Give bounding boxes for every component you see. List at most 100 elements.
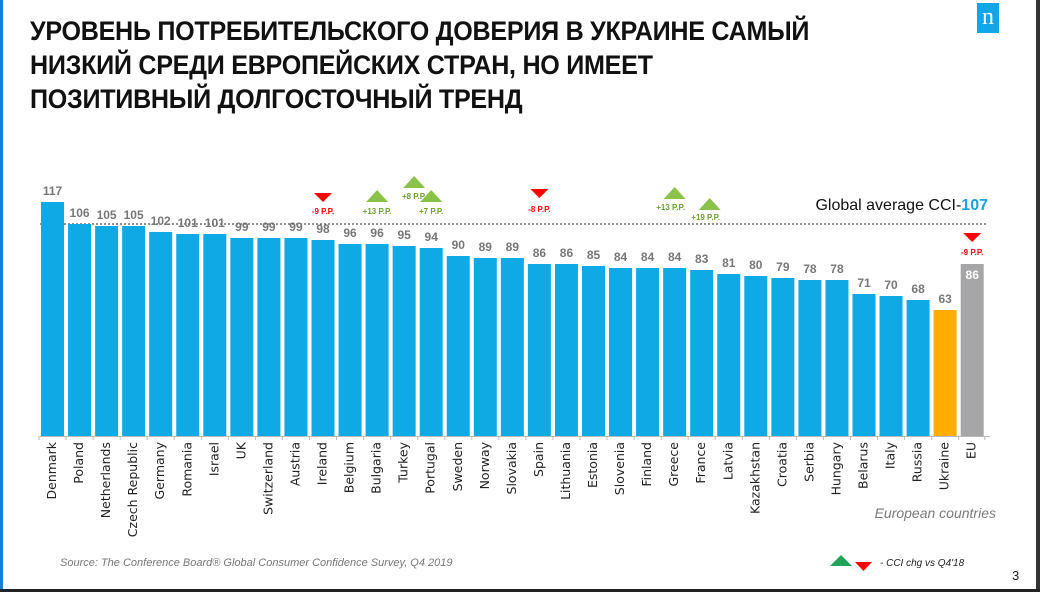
category-label: UK xyxy=(233,441,248,459)
bar-lithuania xyxy=(554,264,578,436)
bar-croatia xyxy=(771,278,795,436)
global-average-label: Global average CCI-107 xyxy=(815,197,988,214)
bar-uk xyxy=(230,238,254,436)
value-label: 98 xyxy=(316,222,330,236)
bar-sweden xyxy=(446,256,470,436)
value-label: 99 xyxy=(289,220,303,234)
bar-ireland xyxy=(311,240,335,436)
category-label: Germany xyxy=(152,441,167,499)
bar-romania xyxy=(176,234,200,436)
increase-triangle-icon xyxy=(698,198,721,210)
bar-austria xyxy=(284,238,308,436)
change-annotation: +8 P.P. xyxy=(402,192,426,201)
title-line-2: НИЗКИЙ СРЕДИ ЕВРОПЕЙСКИХ СТРАН, НО ИМЕЕТ xyxy=(30,50,653,80)
nielsen-logo-icon: n xyxy=(977,3,999,33)
value-label: 89 xyxy=(506,240,520,254)
bars-group: 117 106 105 105 102 101 101 99 99 99 98 96 96 95 94 90 8… xyxy=(41,184,984,436)
category-label: Romania xyxy=(179,442,194,497)
change-annotation: -8 P.P. xyxy=(528,205,550,214)
decrease-triangle-icon xyxy=(963,233,982,242)
value-label: 84 xyxy=(668,250,682,264)
legend-up-triangle-icon xyxy=(830,555,852,566)
category-label: Finland xyxy=(639,442,654,487)
value-label: 89 xyxy=(479,240,493,254)
increase-triangle-icon xyxy=(403,176,426,188)
category-label: Hungary xyxy=(828,441,843,495)
bar-finland xyxy=(636,268,660,436)
category-label: Norway xyxy=(477,441,492,489)
bar-bulgaria xyxy=(365,244,389,436)
value-label: 86 xyxy=(966,268,980,282)
right-frame-edge xyxy=(1036,0,1040,592)
value-label: 94 xyxy=(425,230,439,244)
change-annotation: -9 P.P. xyxy=(961,248,983,257)
bar-netherlands xyxy=(95,226,119,436)
title-line-1: УРОВЕНЬ ПОТРЕБИТЕЛЬСКОГО ДОВЕРИЯ В УКРАИ… xyxy=(30,16,810,46)
value-label: 95 xyxy=(397,228,411,242)
category-label: Poland xyxy=(71,442,86,484)
bar-czech-republic xyxy=(122,226,146,436)
value-label: 90 xyxy=(452,238,466,252)
value-label: 79 xyxy=(776,260,790,274)
change-annotation: +19 P.P. xyxy=(691,213,720,222)
bar-eu xyxy=(960,264,984,436)
bar-switzerland xyxy=(257,238,281,436)
value-label: 63 xyxy=(938,292,952,306)
bar-germany xyxy=(149,232,173,436)
category-label: Croatia xyxy=(774,442,789,487)
category-label: Belgium xyxy=(342,442,357,493)
bottom-frame-edge xyxy=(0,589,1040,592)
bar-estonia xyxy=(582,266,605,436)
category-label: Switzerland xyxy=(260,442,275,515)
slide-title: УРОВЕНЬ ПОТРЕБИТЕЛЬСКОГО ДОВЕРИЯ В УКРАИ… xyxy=(30,14,904,116)
category-label: Lithuania xyxy=(558,442,573,500)
category-label: Kazakhstan xyxy=(747,442,762,514)
global-average-value: 107 xyxy=(961,197,988,214)
bar-russia xyxy=(906,300,930,436)
bar-kazakhstan xyxy=(744,276,768,436)
bar-hungary xyxy=(825,280,849,436)
category-label: Greece xyxy=(666,442,681,487)
value-label: 86 xyxy=(560,246,574,260)
category-label: Latvia xyxy=(720,442,735,480)
bar-ukraine xyxy=(933,310,957,436)
category-label: Portugal xyxy=(423,442,438,494)
category-label: Denmark xyxy=(44,441,59,499)
bar-israel xyxy=(203,234,227,436)
bar-portugal xyxy=(419,248,443,436)
increase-triangle-icon xyxy=(420,190,443,202)
category-label: Israel xyxy=(206,442,221,476)
global-average-prefix: Global average CCI- xyxy=(815,197,961,214)
category-label: Sweden xyxy=(450,442,465,491)
change-annotation: +7 P.P. xyxy=(419,207,443,216)
value-label: 68 xyxy=(911,282,925,296)
category-label: Netherlands xyxy=(98,442,113,518)
value-label: 81 xyxy=(722,256,736,270)
increase-triangle-icon xyxy=(366,190,389,202)
value-label: 84 xyxy=(614,250,628,264)
bar-turkey xyxy=(392,246,416,436)
value-label: 86 xyxy=(533,246,547,260)
value-label: 70 xyxy=(884,278,898,292)
category-label: Turkey xyxy=(396,441,411,483)
value-label: 99 xyxy=(262,220,276,234)
value-label: 101 xyxy=(178,216,198,230)
bar-greece xyxy=(663,268,687,436)
annotations-group: -9 P.P. +13 P.P. +8 P.P. +7 P.P. -8 P.P. +13 … xyxy=(312,176,983,257)
category-label: Slovenia xyxy=(612,442,627,495)
category-label: Czech Republic xyxy=(125,442,140,537)
value-label: 99 xyxy=(235,220,249,234)
value-label: 101 xyxy=(205,216,225,230)
category-label: Ireland xyxy=(315,442,330,485)
value-label: 78 xyxy=(803,262,817,276)
value-label: 85 xyxy=(587,248,601,262)
bar-belarus xyxy=(852,294,876,436)
category-label: EU xyxy=(964,442,979,459)
source-note: Source: The Conference Board® Global Con… xyxy=(60,557,453,569)
value-label: 71 xyxy=(857,276,871,290)
category-label: Spain xyxy=(531,442,546,477)
change-annotation: +13 P.P. xyxy=(656,203,685,212)
x-axis: Denmark Poland Netherlands Czech Republic Ge… xyxy=(38,436,990,537)
category-label: Belarus xyxy=(856,442,871,489)
